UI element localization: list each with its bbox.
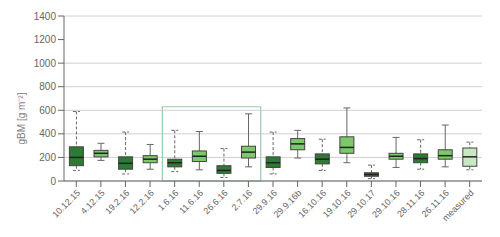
- svg-text:measured: measured: [440, 188, 475, 223]
- svg-text:0: 0: [50, 176, 56, 187]
- svg-text:400: 400: [39, 128, 56, 139]
- svg-text:16.10.16: 16.10.16: [296, 187, 329, 220]
- svg-text:4.12.15: 4.12.15: [79, 188, 107, 216]
- svg-text:200: 200: [39, 152, 56, 163]
- svg-text:19.2.16: 19.2.16: [103, 188, 131, 216]
- svg-text:29.9.16: 29.9.16: [250, 187, 279, 217]
- svg-text:26.6.16: 26.6.16: [201, 188, 229, 216]
- svg-text:12.2.16: 12.2.16: [128, 188, 156, 216]
- svg-text:800: 800: [39, 81, 56, 92]
- svg-text:29.10.17: 29.10.17: [345, 187, 378, 220]
- svg-text:gBM [g m⁻²]: gBM [g m⁻²]: [16, 92, 27, 144]
- svg-text:1200: 1200: [34, 34, 57, 45]
- svg-text:2.7.16: 2.7.16: [229, 187, 255, 213]
- svg-text:26.11.16: 26.11.16: [419, 187, 452, 220]
- svg-text:1.6.16: 1.6.16: [155, 187, 181, 213]
- svg-text:1400: 1400: [34, 11, 57, 22]
- svg-text:19.10.16: 19.10.16: [320, 187, 353, 220]
- svg-text:28.11.16: 28.11.16: [395, 187, 427, 220]
- svg-text:600: 600: [39, 105, 56, 116]
- svg-text:1000: 1000: [34, 58, 57, 69]
- svg-text:10.12.15: 10.12.15: [50, 188, 82, 220]
- svg-text:11.6.16: 11.6.16: [177, 188, 205, 216]
- svg-text:29.10.16: 29.10.16: [370, 187, 402, 220]
- svg-text:29.9.16b: 29.9.16b: [271, 187, 304, 220]
